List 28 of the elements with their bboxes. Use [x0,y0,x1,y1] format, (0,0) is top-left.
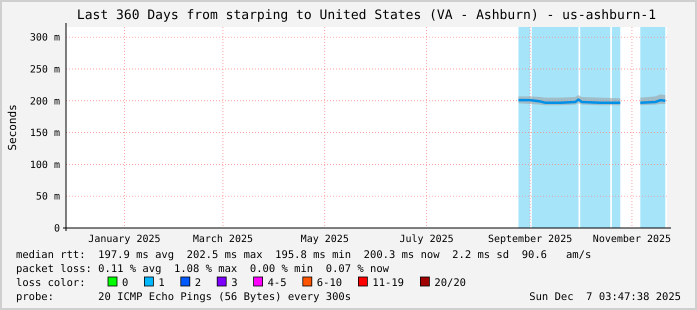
text: probe: 20 ICMP Echo Pings (56 Bytes) every 300s [16,291,352,303]
legend-title: loss color: [16,277,86,289]
y-tick-label: 150 m [30,128,60,140]
x-tick-label: March 2025 [192,234,254,245]
x-tick-label: January 2025 [88,234,161,245]
x-tick-label: May 2025 [300,234,349,245]
y-tick-label: 0 [54,224,60,234]
y-tick-label: 250 m [30,64,60,76]
x-tick-label: September 2025 [488,234,572,245]
legend-label: 1 [158,277,165,289]
legend-label: 11-19 [372,277,404,289]
legend-label: 2 [194,277,202,289]
y-tick-label: 50 m [36,192,60,203]
y-tick-label: 300 m [30,32,60,44]
text: Sun Dec 7 03:47:38 2025 [529,291,681,303]
y-axis-title: Seconds [6,104,19,151]
legend-label: 3 [231,277,238,289]
legend-label: 6-10 [316,277,342,289]
x-tick-label: July 2025 [400,234,454,245]
legend-label: 4-5 [268,277,287,289]
legend-label: 20/20 [434,277,466,289]
text: packet loss: 0.11 % avg 1.08 % max 0.00 % min 0.07 % now [16,263,390,275]
x-tick-label: November 2025 [592,234,672,245]
y-tick-label: 100 m [30,160,60,171]
chart-title: Last 360 Days from starping to United States (VA - Ashburn) - us-ashburn-1 [76,8,656,23]
legend-label: 0 [122,277,128,289]
y-tick-label: 200 m [30,96,60,108]
text: median rtt: 197.9 ms avg 202.5 ms max 195.8 ms min 200.3 ms now 2.2 ms sd 90.6 am/s [16,249,592,261]
